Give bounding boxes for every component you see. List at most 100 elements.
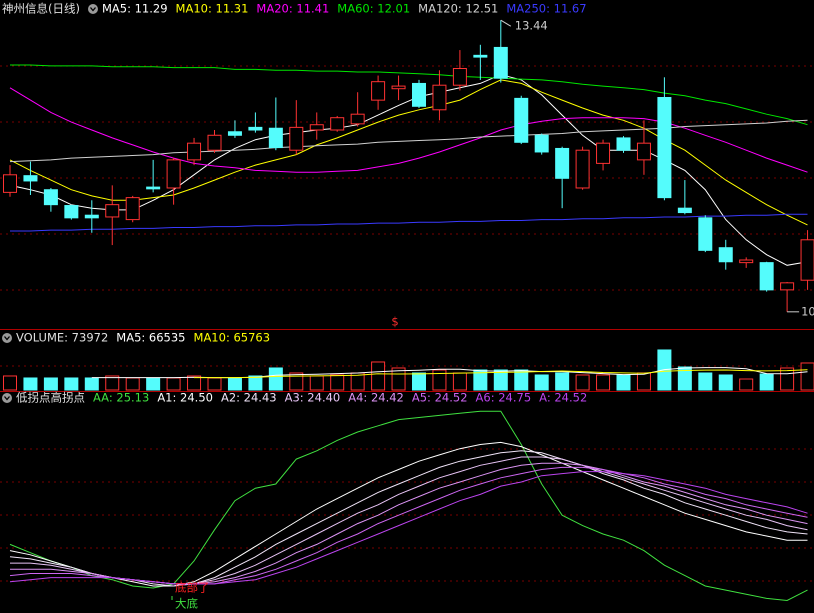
volume-bar [309, 375, 324, 391]
candle-body [677, 207, 692, 214]
candle-body [23, 175, 38, 182]
candle-body [391, 85, 406, 90]
volume-bar [677, 366, 692, 391]
volume-bar [207, 377, 222, 391]
high-pointer [500, 19, 512, 27]
series-line [9, 471, 808, 585]
legend-entry: A1: 24.50 [157, 391, 213, 405]
candle-body [780, 282, 795, 291]
volume-bar [616, 374, 631, 391]
candle-body [227, 131, 242, 136]
volume-bar [698, 372, 713, 391]
series-line [10, 64, 808, 126]
volume-bar [432, 369, 447, 391]
panel-menu-icon [87, 4, 98, 14]
series-line [10, 213, 808, 232]
volume-bar [412, 372, 426, 391]
low-label: 10. [801, 304, 814, 318]
candle-body [718, 247, 733, 263]
volume-bar [268, 367, 283, 391]
candle-body [3, 174, 17, 193]
candle-body [534, 134, 549, 153]
candle-body [166, 159, 181, 189]
candle-body [84, 214, 99, 219]
candle-body [432, 84, 447, 111]
legend-entry: MA5: 66535 [116, 331, 185, 345]
volume-bar [596, 374, 611, 391]
volume-bar [105, 375, 120, 391]
legend-entry: MA20: 11.41 [256, 2, 329, 16]
volume-bar [187, 375, 202, 391]
volume-bar [636, 372, 651, 391]
candle-body [350, 113, 365, 125]
candle-body [616, 137, 631, 151]
candle-body [330, 117, 345, 131]
volume-bar [534, 374, 549, 391]
candle-body [473, 54, 488, 58]
candle-body [636, 142, 651, 161]
volume-bar [759, 373, 774, 391]
candle-body [514, 97, 529, 143]
series-line [194, 369, 808, 379]
candle-body [43, 189, 58, 206]
volume-bar [248, 375, 263, 391]
volume-bar [166, 377, 181, 391]
volume-bar [84, 377, 99, 391]
panel-title: VOLUME: 73972 [16, 331, 108, 345]
candle-body [698, 217, 713, 251]
legend-entry: A: 24.52 [539, 391, 587, 405]
panel-menu-chevron [4, 396, 10, 401]
volume-bar [493, 369, 508, 391]
grid [0, 65, 814, 582]
legend-entry: MA10: 11.31 [176, 2, 249, 16]
panel-title: 神州信息(日线) [2, 2, 80, 16]
candle-body [739, 259, 754, 264]
marks [3, 19, 814, 602]
volume-bar [514, 369, 529, 391]
legend-entry: MA10: 65763 [194, 331, 271, 345]
volume-bar [780, 367, 795, 391]
legend-entry: MA60: 12.01 [337, 2, 410, 16]
legend-entry: A4: 24.42 [348, 391, 404, 405]
candle-body [187, 142, 202, 161]
candle-body [657, 97, 672, 199]
candle-body [146, 186, 161, 190]
volume-bar [739, 378, 754, 391]
candle-body [248, 126, 263, 131]
candle-body [596, 142, 611, 164]
panel-menu-chevron [4, 336, 10, 341]
volume-bar [289, 372, 304, 391]
legend-entry: MA5: 11.29 [102, 2, 168, 16]
signal-marker: $ [391, 315, 398, 329]
candle-body [125, 197, 140, 221]
volume-bar [800, 362, 814, 391]
signal-label: 底部了 [175, 581, 210, 595]
legend-entry: A6: 24.75 [476, 391, 532, 405]
signal-label: 大底 [175, 597, 198, 611]
volume-bar [43, 377, 58, 391]
volume-bar [371, 361, 386, 391]
candle-body [452, 68, 467, 86]
candle-body [64, 205, 79, 219]
series-line [9, 119, 808, 163]
volume-bar [64, 377, 79, 391]
series-line [9, 450, 808, 587]
series-line [9, 441, 808, 587]
panel-title: 低拐点高拐点 [16, 391, 85, 405]
volume-bar [555, 372, 570, 391]
legend-entry: AA: 25.13 [93, 391, 149, 405]
volume-bar [146, 377, 161, 391]
candle-body [412, 82, 426, 107]
series-line [9, 74, 808, 266]
volume-bar [452, 372, 467, 391]
panel-menu-chevron [89, 7, 96, 12]
volume-bar [473, 369, 488, 391]
candle-body [371, 81, 386, 101]
volume-bar [125, 377, 140, 391]
legend-entry: A3: 24.40 [285, 391, 341, 405]
volume-bar [718, 374, 733, 391]
high-label: 13.44 [515, 19, 548, 33]
candle-body [759, 262, 774, 291]
